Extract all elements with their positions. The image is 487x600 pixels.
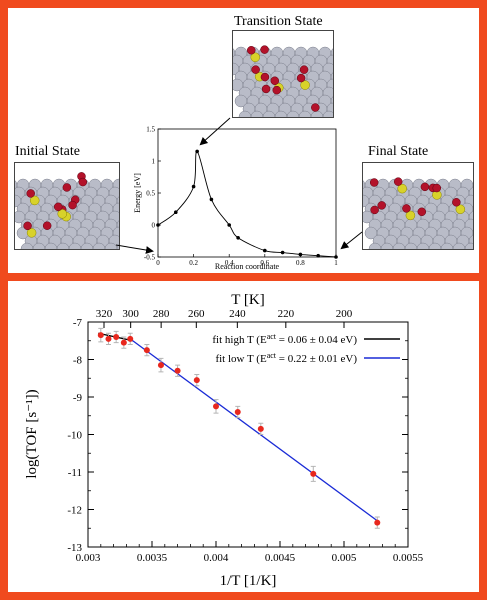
- final-state-label: Final State: [368, 144, 429, 159]
- energy-xtick-label: 0.8: [296, 259, 305, 267]
- energy-point: [156, 223, 160, 227]
- energy-xtick-label: 1: [334, 259, 338, 267]
- energy-point: [263, 248, 267, 253]
- data-point: [120, 339, 127, 346]
- top-tick-label: 300: [122, 308, 139, 320]
- energy-point: [316, 253, 321, 258]
- data-point: [257, 425, 264, 432]
- legend-high-t: fit high T (Eact = 0.06 ± 0.04 eV): [212, 332, 357, 346]
- data-point: [113, 334, 120, 340]
- data-point: [143, 347, 150, 354]
- energy-point: [227, 223, 231, 227]
- fit-low-t-line: [129, 338, 378, 522]
- energy-point: [209, 197, 214, 202]
- top-tick-label: 200: [336, 308, 353, 320]
- x-axis-label: 1/T [1/K]: [220, 573, 277, 589]
- x-tick-label: 0.0035: [137, 552, 168, 564]
- initial-state-label: Initial State: [15, 144, 80, 159]
- energy-point: [334, 255, 338, 259]
- energy-point: [236, 236, 240, 240]
- y-axis-label: log(TOF [s⁻¹]): [24, 389, 40, 478]
- energy-point: [191, 184, 196, 189]
- arrhenius-plot-frame: [87, 321, 409, 548]
- arrow-to-initial: [115, 244, 154, 254]
- energy-point: [280, 250, 285, 255]
- top-tick-label: 220: [278, 308, 295, 320]
- energy-point: [298, 252, 303, 257]
- x-tick-label: 0.005: [332, 552, 357, 564]
- data-point: [310, 470, 317, 477]
- data-point: [105, 335, 112, 342]
- data-point: [157, 362, 164, 369]
- reaction-pathway-panel: Initial State Transition State Final Sta…: [8, 8, 479, 273]
- data-point: [374, 519, 381, 526]
- legend-low-t: fit low T (Eact = 0.22 ± 0.01 eV): [215, 351, 357, 365]
- y-tick-label: -9: [73, 392, 83, 404]
- top-tick-label: 320: [96, 308, 113, 320]
- data-point: [127, 335, 134, 342]
- energy-ylabel: Energy [eV]: [133, 173, 142, 213]
- y-tick-label: -11: [68, 467, 82, 479]
- y-tick-label: -13: [67, 542, 82, 554]
- energy-ytick-label: 1.5: [146, 126, 155, 134]
- energy-xtick-label: 0: [156, 259, 160, 267]
- transition-state-image: [232, 30, 334, 118]
- energy-xlabel: Reaction coordinate: [215, 262, 280, 271]
- data-point: [193, 377, 200, 384]
- energy-ytick-label: -0.5: [144, 254, 156, 262]
- data-point: [213, 403, 219, 410]
- energy-ytick-label: 0: [152, 222, 156, 230]
- data-point: [174, 367, 181, 374]
- top-axis-label: T [K]: [231, 292, 264, 308]
- transition-state-label: Transition State: [234, 14, 323, 29]
- energy-point: [195, 149, 199, 154]
- energy-ytick-label: 0.5: [146, 190, 155, 198]
- x-tick-label: 0.0045: [265, 552, 296, 564]
- energy-point: [174, 210, 178, 214]
- energy-xtick-label: 0.6: [260, 259, 269, 267]
- x-tick-label: 0.004: [204, 552, 229, 564]
- arrow-to-transition: [199, 117, 231, 146]
- energy-xtick-label: 0.4: [225, 259, 234, 267]
- data-point: [234, 409, 241, 415]
- initial-state-image: [14, 162, 120, 250]
- energy-profile-chart: 0 0.2 0.4 0.6 0.8 1-0.500.511.5 Energy [eV] R…: [115, 117, 363, 271]
- arrhenius-chart: 0.003 0.0035 0.004 0.0045 0.005 0.0055 -13 -12 -…: [24, 292, 424, 589]
- x-tick-label: 0.003: [76, 552, 101, 564]
- arrow-to-final: [340, 231, 363, 250]
- y-tick-label: -7: [73, 317, 83, 329]
- data-point: [97, 332, 104, 339]
- x-tick-label: 0.0055: [393, 552, 424, 564]
- energy-ytick-label: 1: [152, 158, 156, 166]
- top-tick-label: 280: [153, 308, 170, 320]
- y-tick-label: -12: [67, 505, 82, 517]
- top-tick-label: 240: [229, 308, 246, 320]
- top-tick-label: 260: [188, 308, 205, 320]
- energy-plot-frame: [157, 128, 337, 258]
- y-tick-label: -8: [73, 355, 83, 367]
- arrhenius-panel: 0.003 0.0035 0.004 0.0045 0.005 0.0055 -13 -12 -…: [8, 281, 479, 592]
- energy-xtick-label: 0.2: [189, 259, 198, 267]
- final-state-image: [362, 162, 474, 250]
- y-tick-label: -10: [67, 430, 82, 442]
